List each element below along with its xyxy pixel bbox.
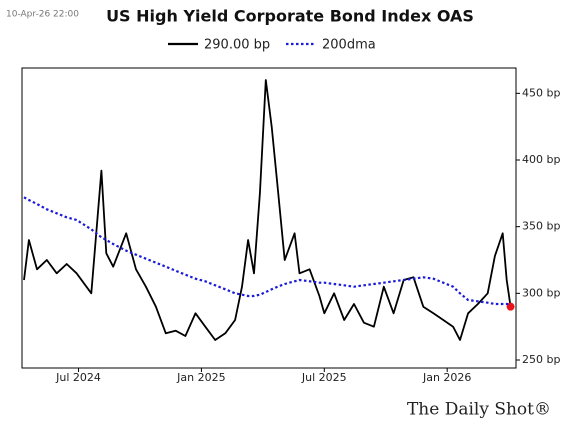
legend-label: 200dma bbox=[322, 38, 376, 53]
x-tick-label: Jul 2024 bbox=[55, 371, 101, 384]
y-tick-label: 350 bp bbox=[522, 220, 560, 233]
y-tick-label: 250 bp bbox=[522, 353, 560, 366]
plot-frame bbox=[21, 67, 517, 369]
y-tick-label: 300 bp bbox=[522, 286, 560, 299]
series-line bbox=[23, 196, 511, 306]
x-tick-label: Jan 2026 bbox=[422, 371, 471, 384]
x-tick-label: Jul 2025 bbox=[301, 371, 347, 384]
source: The Daily Shot® bbox=[407, 400, 551, 420]
y-tick-label: 450 bp bbox=[522, 86, 560, 99]
end-marker bbox=[506, 302, 515, 311]
x-tick-label: Jan 2025 bbox=[176, 371, 225, 384]
y-tick-label: 400 bp bbox=[522, 153, 560, 166]
timestamp: 10-Apr-26 22:00 bbox=[6, 10, 79, 20]
chart-title: US High Yield Corporate Bond Index OAS bbox=[106, 7, 474, 26]
series-line bbox=[23, 79, 512, 341]
legend-label: 290.00 bp bbox=[204, 38, 270, 53]
